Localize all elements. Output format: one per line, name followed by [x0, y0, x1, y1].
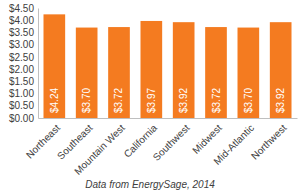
axis-line — [39, 118, 298, 119]
y-tick-label: $3.00 — [9, 39, 34, 50]
y-tick: $4.50 — [9, 3, 38, 14]
data-label: $3.97 — [146, 88, 157, 113]
bar — [270, 22, 292, 118]
y-tick: $2.00 — [9, 64, 38, 75]
y-tick-label: $3.50 — [9, 27, 34, 38]
x-tick: Mountain West — [72, 122, 127, 177]
data-label: $4.24 — [49, 88, 60, 113]
chart-container: $0.00 $0.50$1.00$1.50$2.00$2.50 $3.00$3.50… — [0, 0, 300, 193]
y-tick-label: $4.50 — [9, 3, 34, 14]
data-label: $3.92 — [178, 88, 189, 113]
y-tick: $1.50 — [9, 76, 38, 87]
x-tick: Mid-Atlantic — [212, 122, 257, 167]
y-tick: $3.00 — [9, 39, 38, 50]
bar — [76, 28, 98, 118]
y-tick: $0.50 — [9, 100, 38, 111]
bar — [173, 22, 195, 118]
x-tick-label: Mid-Atlantic — [212, 122, 257, 167]
plot: $0.00 $0.50$1.00$1.50$2.00$2.50 $3.00$3.50… — [9, 3, 298, 177]
y-tick-label: $2.00 — [9, 64, 34, 75]
data-label: $3.72 — [211, 88, 222, 113]
annotation: Data from EnergySage, 2014 — [85, 179, 215, 190]
x-axis: NortheastSoutheastMountain WestCaliforni… — [24, 119, 298, 177]
bars — [43, 14, 291, 118]
x-tick-label: Southwest — [151, 122, 192, 163]
x-tick-label: Mountain West — [72, 122, 127, 177]
y-tick: $4.00 — [9, 15, 38, 26]
y-tick-label: $4.00 — [9, 15, 34, 26]
y-tick-label: $1.00 — [9, 88, 34, 99]
data-labels: $4.24 $3.70 $3.72 $3.97 $3.92 $3.72 $3.70 $3.92 — [49, 88, 286, 113]
y-tick: $2.50 — [9, 52, 38, 63]
axis-line — [38, 9, 39, 119]
y-tick-label: $0.00 — [9, 113, 34, 124]
x-tick-label: Northwest — [249, 122, 289, 162]
bar — [238, 28, 260, 118]
bar — [141, 21, 163, 118]
y-tick: $3.50 — [9, 27, 38, 38]
y-tick-label: $1.50 — [9, 76, 34, 87]
bar — [205, 27, 227, 118]
chart-svg: $0.00 $0.50$1.00$1.50$2.00$2.50 $3.00$3.50… — [0, 0, 300, 193]
data-label: $3.70 — [243, 88, 254, 113]
y-tick: $0.00 — [9, 113, 38, 124]
bar — [108, 27, 130, 118]
y-tick-label: $2.50 — [9, 52, 34, 63]
y-axis: $0.00 $0.50$1.00$1.50$2.00$2.50 $3.00$3.50… — [9, 3, 39, 124]
data-label: $3.92 — [275, 88, 286, 113]
x-tick: Southwest — [151, 122, 192, 163]
x-tick: Northwest — [249, 122, 289, 162]
bar — [43, 14, 65, 118]
y-tick: $1.00 — [9, 88, 38, 99]
data-label: $3.72 — [113, 88, 124, 113]
data-label: $3.70 — [81, 88, 92, 113]
y-tick-label: $0.50 — [9, 100, 34, 111]
